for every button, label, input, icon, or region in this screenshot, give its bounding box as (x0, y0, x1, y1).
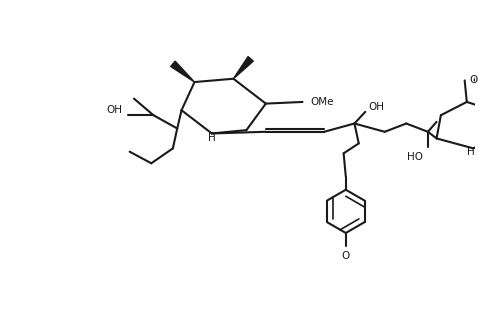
Text: OMe: OMe (311, 97, 334, 107)
Polygon shape (171, 61, 195, 82)
Text: H: H (208, 133, 216, 143)
Text: O: O (342, 251, 350, 261)
Text: O: O (469, 75, 478, 85)
Polygon shape (233, 57, 253, 79)
Text: OH: OH (107, 105, 122, 115)
Text: OH: OH (368, 102, 384, 112)
Text: HO: HO (407, 152, 423, 162)
Text: H: H (467, 147, 475, 157)
